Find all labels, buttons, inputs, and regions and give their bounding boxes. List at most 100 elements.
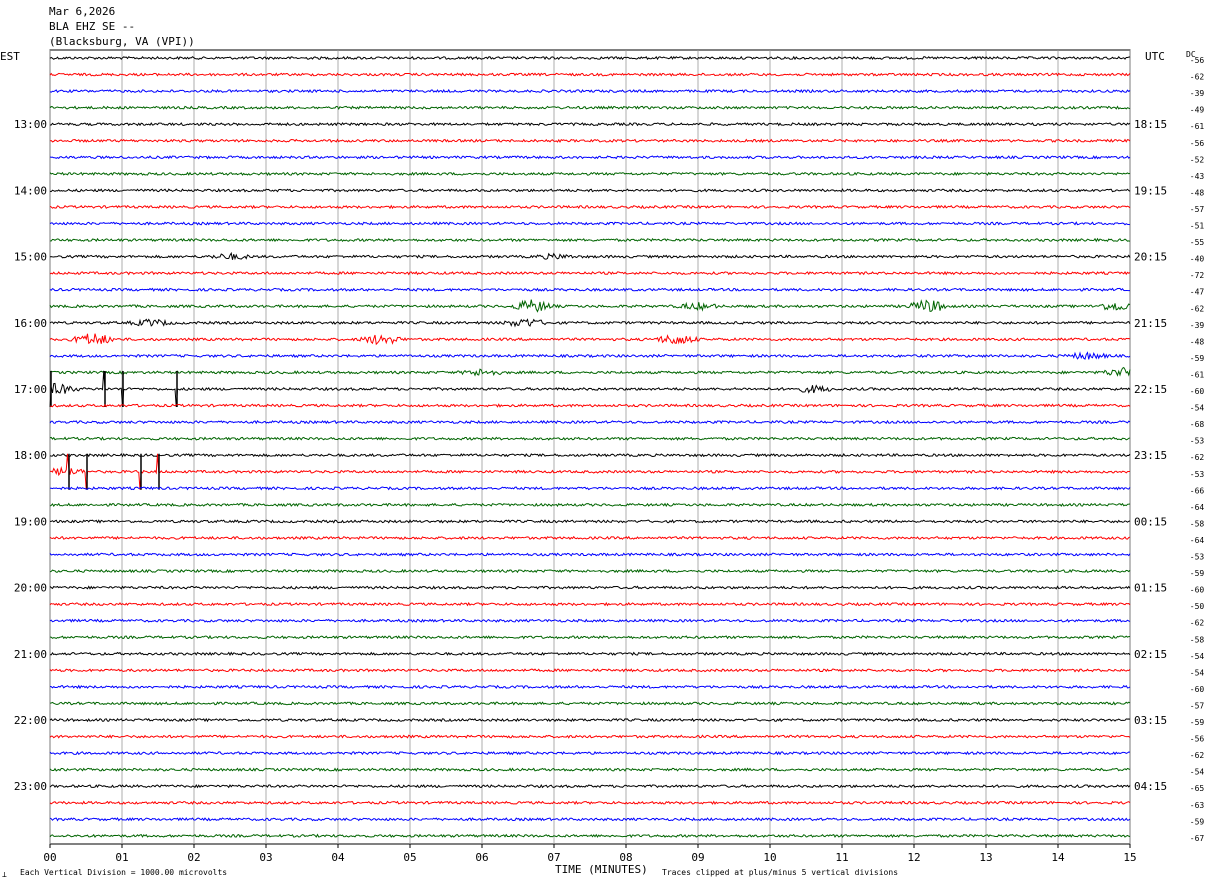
dc-offset-value: -56 (1190, 735, 1205, 744)
seismic-trace (49, 318, 1131, 328)
seismic-trace (49, 419, 1131, 425)
seismic-trace (49, 535, 1131, 541)
dc-offset-value: -59 (1190, 354, 1205, 363)
right-hour-label: 00:15 (1134, 515, 1167, 528)
right-hour-label: 20:15 (1134, 251, 1167, 264)
dc-offset-value: -52 (1190, 155, 1205, 164)
seismic-trace (49, 800, 1131, 806)
seismic-trace (49, 585, 1131, 590)
clip-note: Traces clipped at plus/minus 5 vertical … (662, 868, 899, 877)
dc-offset-value: -39 (1190, 321, 1205, 330)
dc-offset-value: -48 (1190, 188, 1205, 197)
plot-frame (49, 49, 1131, 845)
x-tick-label: 11 (835, 851, 848, 864)
x-tick-label: 07 (547, 851, 560, 864)
seismic-trace (49, 717, 1131, 723)
x-tick-label: 13 (979, 851, 992, 864)
dc-offset-value: -66 (1190, 486, 1205, 495)
plot-date: Mar 6,2026 (49, 5, 116, 18)
x-tick-label: 02 (187, 851, 200, 864)
left-hour-label: 16:00 (14, 317, 47, 330)
left-hour-label: 17:00 (14, 383, 47, 396)
dc-offset-value: -61 (1190, 370, 1205, 379)
dc-offset-value: -53 (1190, 437, 1205, 446)
dc-offset-value: -58 (1190, 635, 1205, 644)
seismic-trace (49, 171, 1131, 177)
x-tick-label: 08 (619, 851, 632, 864)
left-timezone-label: EST (0, 50, 20, 63)
dc-offset-value: -56 (1190, 139, 1205, 148)
right-hour-label: 01:15 (1134, 582, 1167, 595)
left-hour-label: 22:00 (14, 714, 47, 727)
seismic-trace (49, 188, 1131, 193)
x-tick-label: 03 (259, 851, 272, 864)
x-axis-label: TIME (MINUTES) (555, 863, 648, 876)
seismic-trace (49, 568, 1131, 574)
seismic-trace (49, 668, 1131, 673)
dc-offset-value: -63 (1190, 801, 1205, 810)
seismic-trace (49, 299, 1131, 313)
left-hour-label: 14:00 (14, 184, 47, 197)
dc-offset-value: -60 (1190, 387, 1205, 396)
dc-offset-value: -57 (1190, 205, 1205, 214)
seismic-trace (49, 403, 1131, 408)
dc-offset-value: -67 (1190, 834, 1205, 843)
scale-note: Each Vertical Division = 1000.00 microvo… (20, 868, 228, 877)
dc-offset-header: DC (1186, 50, 1196, 59)
dc-offset-value: -54 (1190, 768, 1205, 777)
dc-offset-value: -62 (1190, 619, 1205, 628)
x-tick-label: 15 (1123, 851, 1136, 864)
seismic-trace (49, 634, 1131, 640)
right-hour-label: 19:15 (1134, 184, 1167, 197)
dc-offset-value: -53 (1190, 470, 1205, 479)
seismic-trace (49, 767, 1131, 772)
seismic-trace (49, 351, 1131, 360)
dc-offset-value: -64 (1190, 503, 1205, 512)
seismic-trace (49, 287, 1131, 292)
seismic-trace (49, 734, 1131, 739)
dc-offset-value: -59 (1190, 569, 1205, 578)
left-hour-label: 18:00 (14, 449, 47, 462)
dc-offset-value: -65 (1190, 784, 1205, 793)
seismic-trace (49, 204, 1131, 210)
x-tick-label: 06 (475, 851, 488, 864)
dc-offset-value: -40 (1190, 255, 1205, 264)
dc-offset-value: -68 (1190, 420, 1205, 429)
x-tick-label: 10 (763, 851, 776, 864)
x-tick-label: 01 (115, 851, 128, 864)
dc-offset-value: -43 (1190, 172, 1205, 181)
dc-offset-value: -48 (1190, 337, 1205, 346)
dc-offset-value: -62 (1190, 73, 1205, 82)
dc-offset-value: -54 (1190, 668, 1205, 677)
seismic-trace (49, 251, 1131, 261)
dc-offset-value: -53 (1190, 553, 1205, 562)
dc-offset-value: -58 (1190, 519, 1205, 528)
seismic-trace (49, 651, 1131, 657)
seismic-trace (49, 684, 1131, 690)
dc-offset-value: -57 (1190, 701, 1205, 710)
dc-offset-value: -54 (1190, 652, 1205, 661)
seismic-trace (49, 138, 1131, 144)
right-timezone-label: UTC (1145, 50, 1165, 63)
seismic-trace (49, 270, 1131, 276)
seismic-trace (49, 552, 1131, 557)
right-hour-label: 18:15 (1134, 118, 1167, 131)
left-hour-label: 20:00 (14, 582, 47, 595)
dc-offset-value: -49 (1190, 106, 1205, 115)
seismic-trace (49, 436, 1131, 441)
dc-offset-value: -62 (1190, 751, 1205, 760)
left-hour-label: 19:00 (14, 515, 47, 528)
seismic-trace (49, 833, 1131, 839)
seismic-trace (49, 502, 1131, 508)
seismic-trace (49, 453, 1131, 490)
station-location: (Blacksburg, VA (VPI)) (49, 35, 195, 48)
left-hour-label: 13:00 (14, 118, 47, 131)
right-hour-label: 22:15 (1134, 383, 1167, 396)
seismic-trace (49, 105, 1131, 110)
seismic-trace (49, 55, 1131, 61)
corner-mark-icon: ⟂ (2, 870, 7, 879)
dc-offset-value: -39 (1190, 89, 1205, 98)
seismic-trace (49, 452, 1131, 458)
dc-offset-value: -64 (1190, 536, 1205, 545)
x-tick-label: 14 (1051, 851, 1065, 864)
